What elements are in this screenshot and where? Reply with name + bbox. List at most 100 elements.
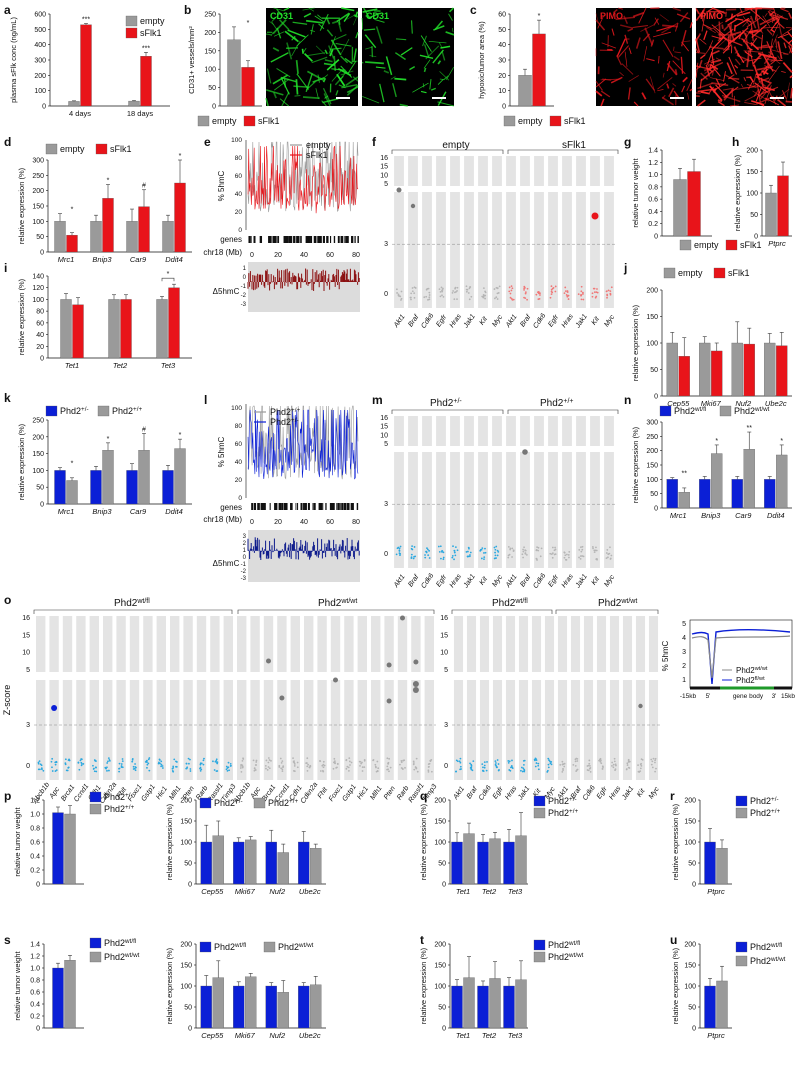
panel-b-image-empty-structure xyxy=(319,13,329,31)
panel-o-left-hit-point xyxy=(279,695,285,701)
panel-c-image-sflk1-structure xyxy=(777,98,787,107)
panel-o-left-column-band xyxy=(129,616,140,780)
panel-o-left-point xyxy=(240,765,242,767)
panel-s-expr-bar xyxy=(298,985,310,1029)
panel-j-y-tick-label: 200 xyxy=(646,288,658,295)
panel-c-image-sflk1-structure xyxy=(695,38,701,53)
panel-b-image-empty-structure xyxy=(340,55,349,64)
panel-f-gene-label: Akt1 xyxy=(504,313,518,329)
panel-m-point xyxy=(495,557,497,559)
panel-e-x-tick-label: 80 xyxy=(352,252,360,259)
panel-f-point xyxy=(551,287,554,290)
panel-b-image-empty-structure xyxy=(328,45,335,59)
panel-m-point xyxy=(566,553,568,556)
panel-o-right-column-band xyxy=(531,616,542,780)
panel-b-image-empty-structure xyxy=(280,78,290,95)
panel-k-legend-label: Phd2+/+ xyxy=(112,406,142,417)
panel-o-left-point xyxy=(430,770,433,773)
legend-label-base: Phd2 xyxy=(674,406,695,416)
panel-o-left-point xyxy=(334,762,336,765)
panel-o-left-point xyxy=(109,759,111,762)
panel-m-gene-label: Jak1 xyxy=(462,573,477,590)
panel-o-right-point xyxy=(535,762,538,764)
panel-j-bar xyxy=(666,342,678,397)
panel-b-image-empty-structure xyxy=(303,12,312,18)
panel-m-gene-label: Egfr xyxy=(435,573,448,588)
panel-o-left-point xyxy=(322,766,325,769)
legend-label-sup: wt/fl xyxy=(568,940,580,947)
panel-o-right-gene-label: Kit xyxy=(532,787,543,799)
panel-m-hit-point xyxy=(522,449,528,455)
panel-o-left-point xyxy=(202,763,205,766)
legend-label-sup: +/+ xyxy=(133,406,142,413)
panel-f-point xyxy=(438,288,441,290)
panel-q-legend-swatch xyxy=(533,807,546,819)
panel-o-right-point xyxy=(495,765,498,767)
panel-f-point xyxy=(510,297,513,300)
panel-b-image-sflk1-structure xyxy=(375,26,383,44)
panel-f-point xyxy=(508,290,511,293)
panel-o-right-point xyxy=(614,768,617,771)
panel-o-right-column-band xyxy=(583,616,594,780)
panel-c-image-sflk1-structure xyxy=(703,12,707,19)
panel-m-column-band xyxy=(576,416,586,568)
panel-c-image-sflk1-structure xyxy=(762,86,771,90)
panel-f-gene-label: Egfr xyxy=(547,313,560,328)
panel-g-y-tick-label: 0.6 xyxy=(648,197,658,204)
panel-o-right-point xyxy=(562,767,564,770)
panel-o-right-point xyxy=(612,763,615,766)
panel-f-gene-label: Kit xyxy=(591,315,602,327)
panel-c-image-sflk1-structure xyxy=(722,43,732,54)
panel-l-gene-mark xyxy=(347,503,350,510)
panel-m-point xyxy=(525,553,528,556)
panel-e-gene-mark xyxy=(250,236,252,243)
panel-c-image-empty-structure xyxy=(643,46,648,62)
panel-c-image-sflk1-structure xyxy=(718,21,721,40)
panel-c-image-sflk1-structure xyxy=(743,77,747,82)
panel-n-legend-swatch xyxy=(659,405,672,417)
panel-b-image-sflk1-structure xyxy=(437,79,444,85)
panel-c-image-sflk1-structure xyxy=(710,50,720,56)
panel-l-gene-mark xyxy=(344,503,347,510)
panel-d-bar xyxy=(138,206,150,253)
panel-f-point xyxy=(535,293,538,296)
panel-r-y-label: relative expression (%) xyxy=(671,803,680,880)
panel-c-image-sflk1-structure xyxy=(748,30,763,34)
panel-o-left-point xyxy=(322,760,325,763)
panel-j-y-tick-label: 50 xyxy=(650,367,658,374)
panel-d-y-tick-label: 300 xyxy=(32,158,44,165)
panel-p-weight-legend-swatch xyxy=(89,791,102,803)
panel-c-image-empty-structure xyxy=(595,13,599,21)
panel-i-significance: * xyxy=(167,271,170,278)
panel-b-image-empty-structure xyxy=(323,93,331,107)
panel-label: n xyxy=(624,393,631,407)
panel-e-trace-sflk1 xyxy=(247,145,359,214)
panel-b-image-empty-structure xyxy=(317,74,320,83)
panel-f-point xyxy=(400,297,403,300)
panel-c-image-sflk1-structure xyxy=(747,57,762,62)
legend-label-sup: +/- xyxy=(771,796,779,803)
panel-o-left-point xyxy=(227,766,230,769)
panel-a-y-tick-label: 500 xyxy=(34,27,46,34)
panel-o-right-hit-point xyxy=(638,703,643,709)
panel-l-gene-mark xyxy=(290,503,292,510)
panel-o-left-point xyxy=(148,757,151,759)
panel-n-y-tick-label: 300 xyxy=(646,420,658,427)
panel-o-left-point xyxy=(265,767,267,770)
panel-f-hit-point xyxy=(396,187,402,193)
panel-m-gene-label: Akt1 xyxy=(392,573,406,589)
panel-c-image-sflk1-structure xyxy=(756,101,765,107)
panel-m-point xyxy=(442,556,445,559)
panel-h-x-tick-label: Ptprc xyxy=(768,239,786,248)
panel-o-left-point xyxy=(292,760,295,763)
panel-m-point xyxy=(398,547,401,550)
panel-o-right-point xyxy=(485,769,488,772)
panel-o-left-gene-label: Hic1 xyxy=(356,785,370,801)
panel-l-y-label: % 5hmC xyxy=(217,436,226,467)
panel-l-gene-mark xyxy=(269,503,271,510)
panel-c-image-sflk1-structure xyxy=(766,86,777,105)
panel-f-point xyxy=(496,287,499,290)
panel-c-bar xyxy=(518,75,532,107)
panel-b-bar xyxy=(227,39,241,107)
panel-m-point xyxy=(535,549,538,552)
